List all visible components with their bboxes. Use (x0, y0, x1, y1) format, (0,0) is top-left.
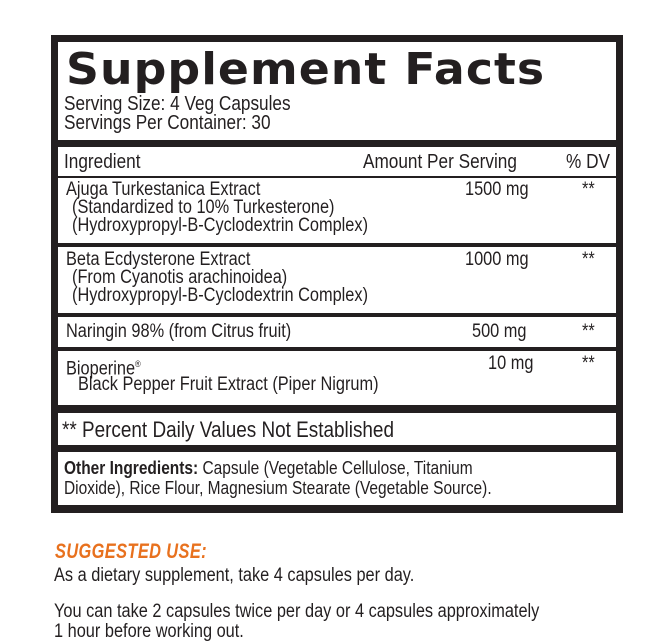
servings-per-container: Servings Per Container: 30 (64, 112, 271, 134)
serving-size: Serving Size: 4 Veg Capsules (64, 93, 291, 115)
suggested-use-line1: As a dietary supplement, take 4 capsules… (54, 565, 415, 586)
header-dv: % DV (566, 151, 610, 173)
daily-value-footnote: ** Percent Daily Values Not Established (58, 413, 616, 445)
other-ingredients: Other Ingredients: Capsule (Vegetable Ce… (58, 452, 616, 505)
ingredient-table: Ingredient Amount Per Serving % DV Ajuga… (58, 147, 616, 405)
header-amount: Amount Per Serving (363, 151, 517, 173)
other-ingredients-label: Other Ingredients: (64, 458, 199, 478)
header-ingredient: Ingredient (64, 151, 141, 173)
suggested-use-heading: SUGGESTED USE: (55, 540, 208, 563)
supplement-facts-panel: Supplement Facts Serving Size: 4 Veg Cap… (51, 35, 623, 513)
suggested-use-line2b: 1 hour before working out. (54, 621, 244, 642)
panel-title: Supplement Facts (66, 44, 546, 95)
facts-header: Supplement Facts Serving Size: 4 Veg Cap… (58, 42, 616, 140)
suggested-use-line2a: You can take 2 capsules twice per day or… (54, 601, 540, 622)
